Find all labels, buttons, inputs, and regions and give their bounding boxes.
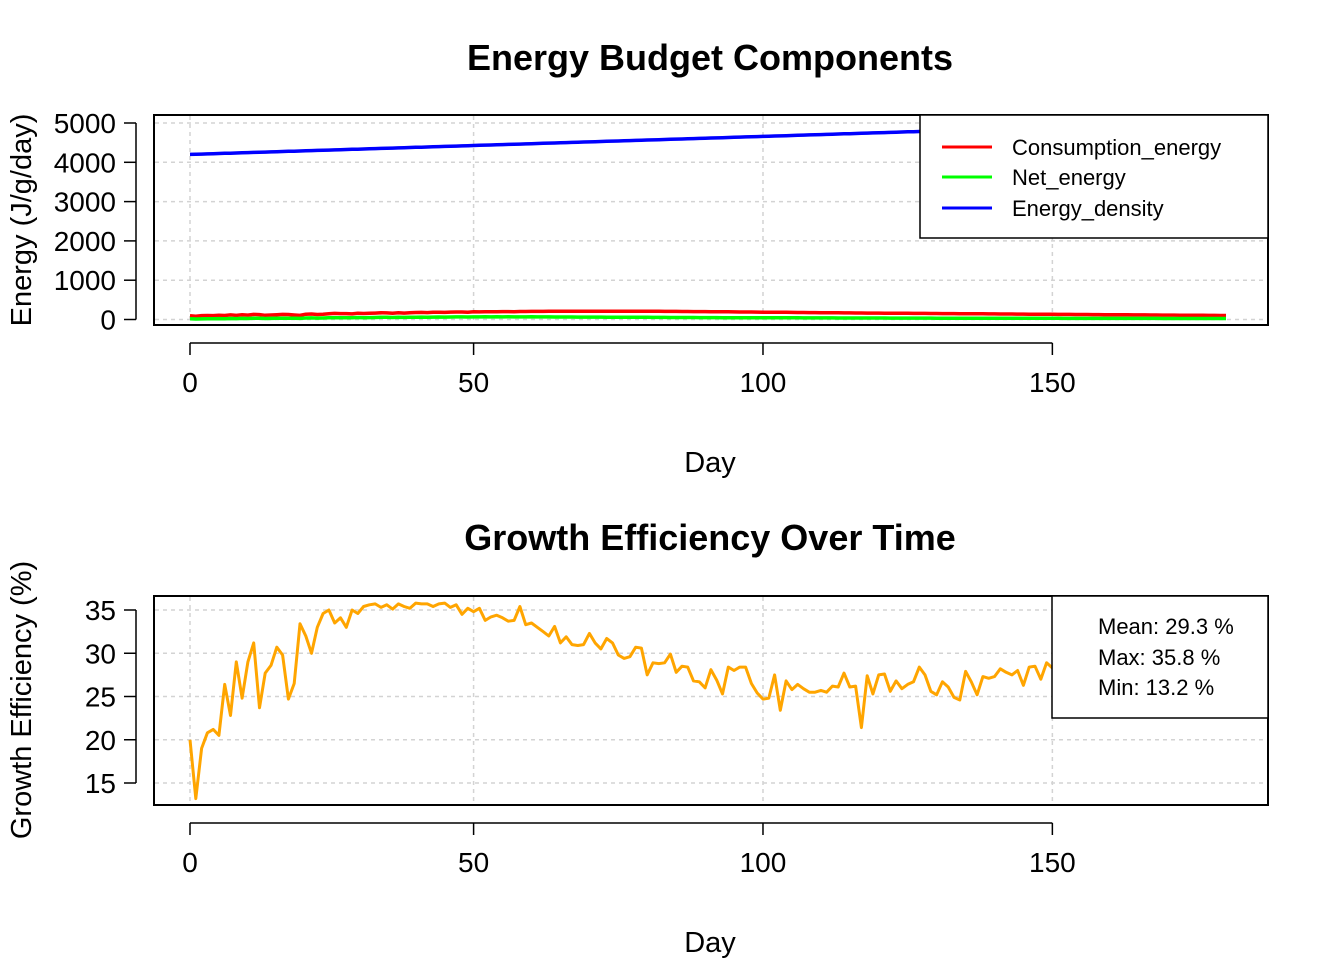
x-axis-label: Day xyxy=(684,447,736,479)
chart-title: Energy Budget Components xyxy=(467,37,953,78)
series-lines xyxy=(188,601,1216,801)
chart-title: Growth Efficiency Over Time xyxy=(464,517,955,558)
x-tick-label: 0 xyxy=(182,847,198,878)
grid xyxy=(155,597,1267,804)
legend-label-consumption: Consumption_energy xyxy=(1012,135,1221,160)
x-tick-label: 0 xyxy=(182,367,198,398)
series-line-growth-efficiency xyxy=(188,601,1216,801)
y-axis-label: Energy (J/g/day) xyxy=(6,114,38,327)
x-tick-label: 50 xyxy=(458,367,489,398)
series-line-consumption-energy xyxy=(189,309,1226,318)
axes: 0 50 100 150 15 20 25 30 35 xyxy=(85,595,1076,878)
y-tick-label: 5000 xyxy=(54,108,116,139)
y-tick-label: 0 xyxy=(100,305,116,336)
y-axis-label: Growth Efficiency (%) xyxy=(6,561,38,839)
x-tick-label: 150 xyxy=(1029,847,1076,878)
y-tick-label: 15 xyxy=(85,768,116,799)
y-tick-label: 30 xyxy=(85,638,116,669)
stats-box: Mean: 29.3 % Max: 35.8 % Min: 13.2 % xyxy=(1051,595,1269,719)
stat-mean: Mean: 29.3 % xyxy=(1098,614,1234,639)
stats-box-frame xyxy=(1051,595,1269,719)
y-tick-label: 35 xyxy=(85,595,116,626)
y-tick-label: 4000 xyxy=(54,147,116,178)
x-tick-label: 100 xyxy=(740,847,787,878)
x-tick-label: 150 xyxy=(1029,367,1076,398)
axes: 0 50 100 150 0 1000 2000 3000 4000 5000 xyxy=(54,108,1076,398)
legend: Consumption_energy Net_energy Energy_den… xyxy=(919,114,1269,239)
y-tick-label: 3000 xyxy=(54,187,116,218)
legend-label-density: Energy_density xyxy=(1012,196,1164,221)
legend-label-net: Net_energy xyxy=(1012,165,1126,190)
y-tick-label: 20 xyxy=(85,725,116,756)
stat-min: Min: 13.2 % xyxy=(1098,675,1214,700)
y-tick-label: 1000 xyxy=(54,265,116,296)
grid xyxy=(155,116,1267,324)
series-line-net-energy xyxy=(189,315,1226,321)
y-tick-label: 2000 xyxy=(54,226,116,257)
growth-efficiency-panel: Growth Efficiency Over Time Day Growth E… xyxy=(6,517,1269,959)
x-tick-label: 50 xyxy=(458,847,489,878)
y-tick-label: 25 xyxy=(85,682,116,713)
x-tick-label: 100 xyxy=(740,367,787,398)
x-axis-label: Day xyxy=(684,927,736,959)
energy-budget-panel: Energy Budget Components Day Energy (J/g… xyxy=(6,37,1269,479)
stat-max: Max: 35.8 % xyxy=(1098,645,1220,670)
